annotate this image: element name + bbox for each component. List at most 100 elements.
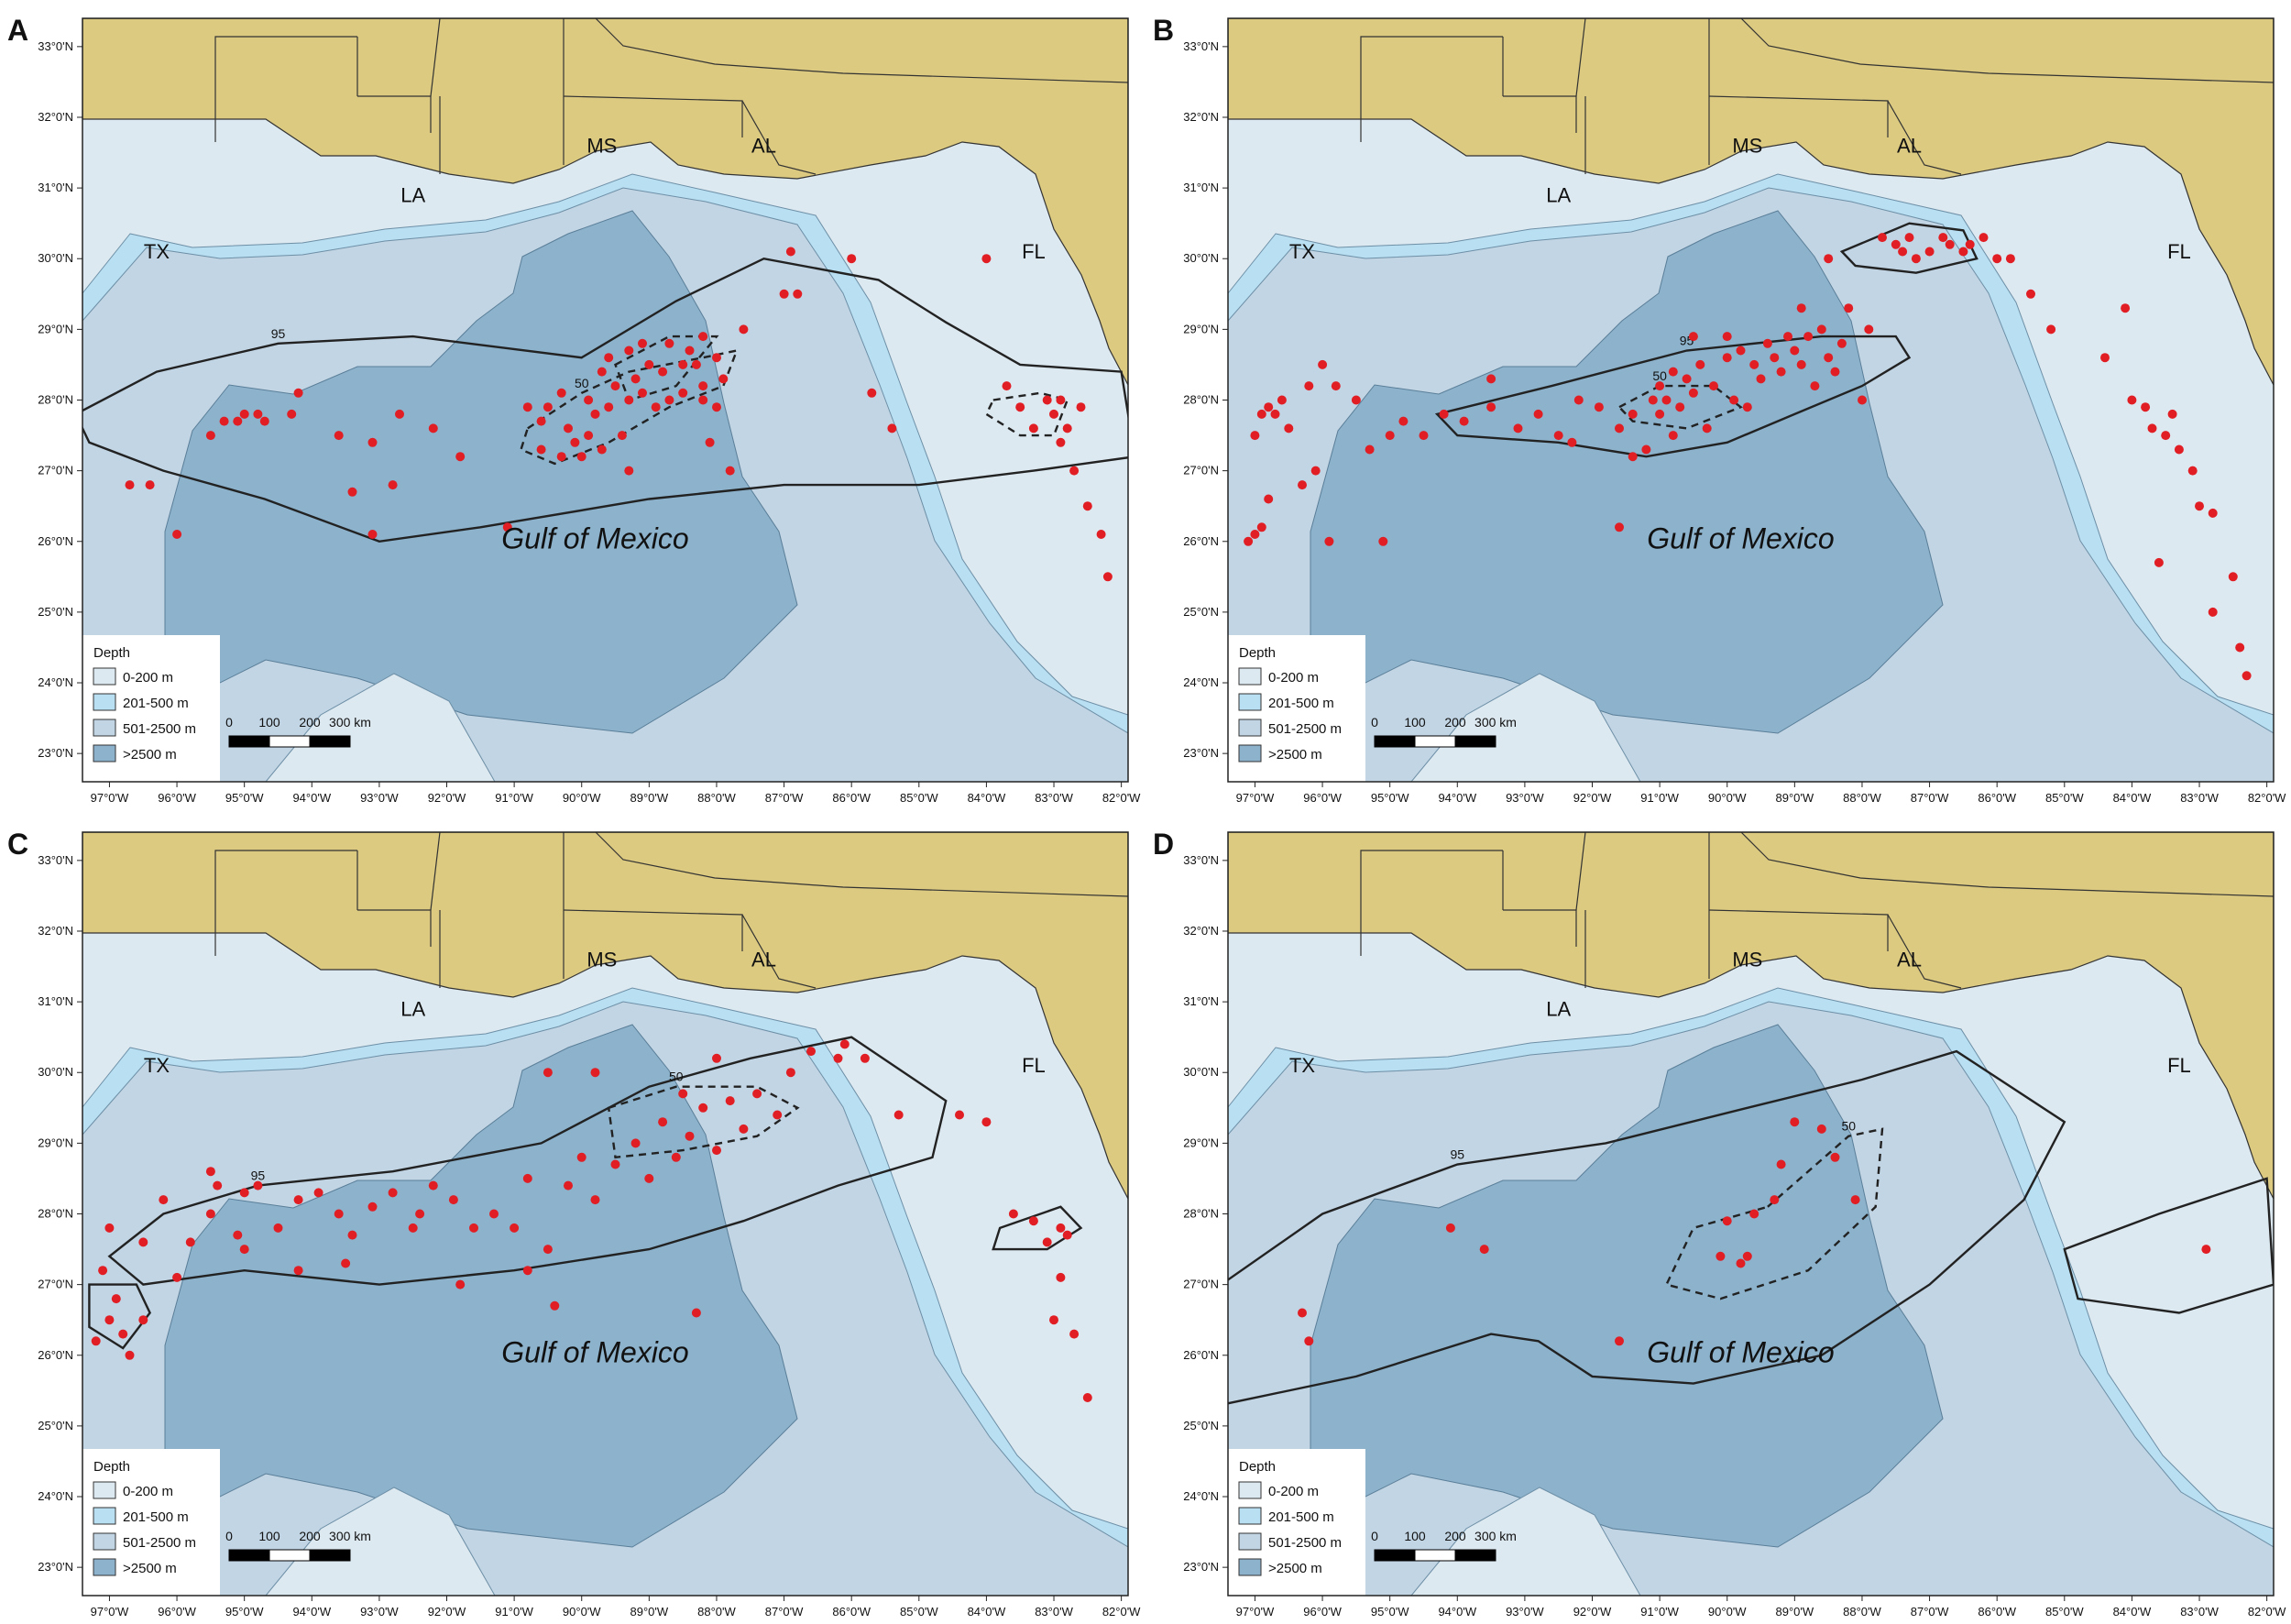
scale-tick: 200 (299, 1529, 321, 1543)
legend-swatch (1238, 719, 1262, 737)
contour-50-label: 50 (1841, 1119, 1856, 1134)
observation-point (1277, 395, 1287, 405)
lat-tick-label: 27°0'N (1183, 464, 1219, 477)
state-label: LA (400, 998, 425, 1021)
observation-point (1304, 381, 1314, 391)
legend-swatch (93, 1507, 116, 1525)
observation-point (718, 374, 729, 384)
legend-label: 0-200 m (1268, 1484, 1319, 1499)
lon-tick-label: 86°0'W (832, 1605, 871, 1619)
state-border (741, 914, 817, 989)
observation-point (2121, 303, 2131, 313)
contour-50-label: 50 (669, 1070, 684, 1084)
contour-95-label: 95 (271, 326, 286, 341)
observation-point (725, 1096, 735, 1106)
state-label: FL (1022, 1054, 1046, 1077)
observation-point (1749, 1209, 1759, 1219)
observation-point (205, 1209, 215, 1219)
observation-point (1318, 359, 1328, 369)
scale-segment (1374, 735, 1416, 748)
observation-point (712, 402, 721, 412)
lon-tick-label: 91°0'W (495, 1605, 533, 1619)
observation-point (893, 1110, 904, 1120)
observation-point (1615, 1336, 1624, 1346)
observation-point (2046, 324, 2056, 335)
state-border (1887, 914, 1962, 989)
observation-point (1850, 1195, 1860, 1205)
observation-point (1102, 572, 1113, 582)
observation-point (2208, 508, 2218, 518)
observation-point (1256, 409, 1266, 419)
observation-point (1790, 346, 1800, 356)
contour-95 (82, 257, 1128, 543)
observation-point (981, 1117, 992, 1127)
legend-swatch (1238, 1481, 1262, 1499)
observation-point (1702, 423, 1712, 433)
observation-point (1824, 353, 1834, 363)
state-label: MS (1732, 135, 1762, 158)
observation-point (522, 1173, 532, 1183)
legend-label: 201-500 m (123, 696, 189, 711)
observation-point (1790, 1117, 1800, 1127)
observation-point (1076, 402, 1086, 412)
observation-point (1830, 367, 1840, 377)
lon-tick-label: 87°0'W (765, 791, 804, 805)
observation-point (664, 338, 674, 348)
observation-point (522, 1266, 532, 1276)
observation-point (1736, 346, 1746, 356)
observation-point (1250, 431, 1260, 441)
state-border (214, 850, 357, 956)
yucatan-shelf (265, 673, 496, 782)
observation-point (1682, 374, 1692, 384)
lat-tick-label: 25°0'N (38, 605, 73, 619)
observation-point (125, 480, 135, 490)
lon-tick-label: 82°0'W (2248, 1605, 2286, 1619)
observation-point (1324, 536, 1334, 546)
observation-point (1351, 395, 1361, 405)
observation-point (584, 395, 594, 405)
observation-point (1776, 367, 1786, 377)
observation-point (367, 530, 378, 539)
observation-point (1816, 324, 1826, 335)
observation-point (1783, 332, 1792, 342)
lon-tick-label: 90°0'W (563, 1605, 601, 1619)
legend-swatch (1238, 1532, 1262, 1551)
gulf-label: Gulf of Mexico (1647, 521, 1835, 554)
observation-point (981, 254, 992, 264)
state-label: LA (400, 184, 425, 207)
observation-point (785, 1068, 795, 1078)
observation-point (2201, 1245, 2211, 1255)
contour-95-label: 95 (251, 1169, 266, 1183)
observation-point (752, 1089, 762, 1099)
observation-point (2127, 395, 2137, 405)
observation-point (1958, 247, 1968, 257)
lon-tick-label: 95°0'W (225, 791, 264, 805)
observation-point (489, 1209, 499, 1219)
map-panel-a: 95 50 TX LA MS AL FL Gulf of Mexico Depth 0-200 m… (7, 14, 1141, 805)
observation-point (219, 416, 229, 426)
lon-tick-label: 91°0'W (1640, 791, 1679, 805)
observation-point (564, 423, 573, 433)
observation-point (239, 1188, 249, 1198)
observation-point (576, 452, 586, 462)
observation-point (253, 409, 263, 419)
observation-point (712, 1146, 721, 1156)
coastline (1228, 832, 2274, 1200)
observation-point (1655, 381, 1665, 391)
observation-point (287, 409, 297, 419)
lon-tick-label: 84°0'W (2113, 1605, 2152, 1619)
observation-point (1615, 423, 1624, 433)
lat-tick-label: 26°0'N (1183, 534, 1219, 548)
scale-tick: 300 km (329, 715, 371, 730)
state-border (595, 832, 1128, 897)
lon-tick-label: 91°0'W (1640, 1605, 1679, 1619)
legend-title: Depth (93, 645, 130, 661)
scale-segment (228, 735, 270, 748)
observation-point (1796, 303, 1806, 313)
observation-point (576, 1152, 586, 1162)
lon-tick-label: 92°0'W (428, 1605, 466, 1619)
lat-tick-label: 28°0'N (1183, 393, 1219, 407)
observation-point (334, 1209, 344, 1219)
observation-point (1049, 1315, 1058, 1325)
lon-tick-label: 92°0'W (1573, 791, 1612, 805)
